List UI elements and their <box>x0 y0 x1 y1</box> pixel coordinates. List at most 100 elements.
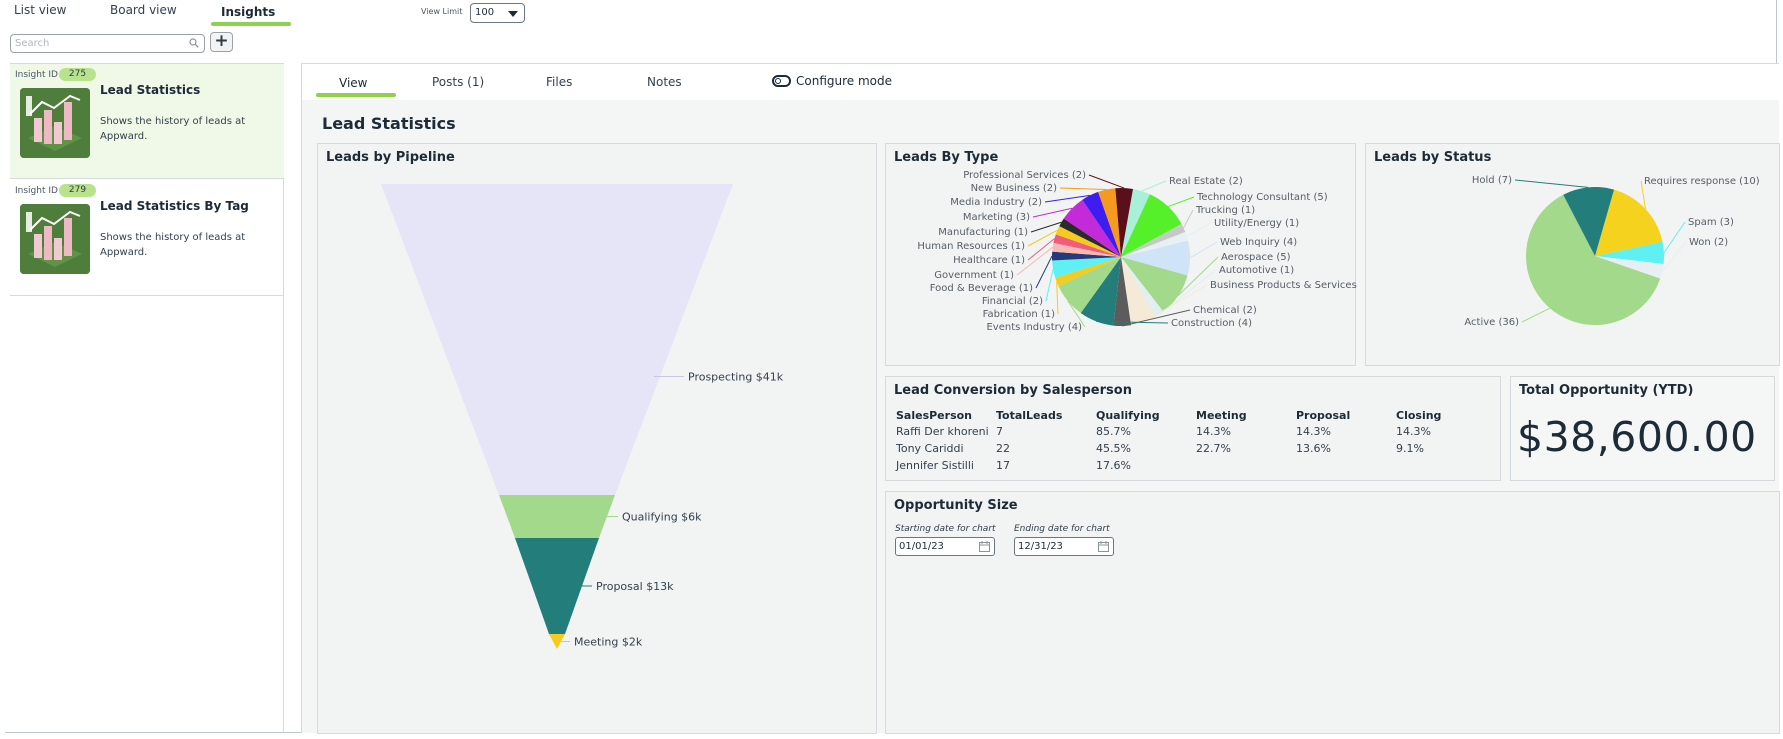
opportunity-size-panel: Opportunity Size Starting date for chart… <box>885 491 1780 734</box>
by-type-label: Events Industry (4) <box>986 322 1082 333</box>
funnel-segment <box>549 634 565 649</box>
by-type-label: Trucking (1) <box>1195 205 1255 216</box>
by-type-slice <box>1115 188 1133 257</box>
column-header: Closing <box>1396 408 1442 422</box>
table-cell: 14.3% <box>1396 425 1431 438</box>
by-type-leader-line <box>1030 221 1062 233</box>
by-type-panel: Leads By Type Real Estate (2) Technology … <box>885 143 1357 366</box>
add-button[interactable]: + <box>210 32 233 52</box>
by-type-slice <box>1121 257 1188 312</box>
list-item[interactable]: Insight ID 279 Lead Statistics By Tag Sh… <box>10 180 284 296</box>
pipeline-funnel-chart: Prospecting $41k Qualifying $6k Proposal $… <box>381 184 784 649</box>
search-input[interactable]: Search <box>10 34 205 53</box>
by-status-leader-line <box>1640 180 1646 210</box>
tab-notes[interactable]: Notes <box>647 75 682 89</box>
by-type-label: Utility/Energy (1) <box>1214 218 1299 229</box>
by-type-label: Human Resources (1) <box>917 241 1025 252</box>
by-status-slice <box>1563 187 1615 256</box>
funnel-segment <box>515 538 599 634</box>
by-status-slice <box>1526 194 1661 325</box>
tab-list-view[interactable]: List view <box>14 3 67 17</box>
funnel-segment <box>499 495 615 538</box>
funnel-label: Prospecting $41k <box>688 371 784 384</box>
insight-title: Lead Statistics By Tag <box>100 199 249 213</box>
start-date-label: Starting date for chart <box>895 524 996 534</box>
by-type-label: Financial (2) <box>982 296 1043 307</box>
total-opportunity-title: Total Opportunity (YTD) <box>1519 383 1694 398</box>
by-type-label: Media Industry (2) <box>950 197 1042 208</box>
start-date-value: 01/01/23 <box>899 541 944 552</box>
by-type-leader-line <box>1143 284 1208 323</box>
tab-view[interactable]: View <box>339 76 368 90</box>
start-date-input[interactable]: 01/01/23 <box>895 537 995 556</box>
column-header: TotalLeads <box>996 408 1063 422</box>
view-limit-select[interactable]: 100 <box>470 3 525 23</box>
by-type-label: Construction (4) <box>1171 318 1252 329</box>
column-header: SalesPerson <box>896 408 973 422</box>
by-type-slice <box>1052 251 1121 261</box>
pipeline-title: Leads by Pipeline <box>326 150 455 165</box>
by-status-slice <box>1595 189 1663 256</box>
by-type-label: Automotive (1) <box>1219 265 1294 276</box>
chart-thumbnail-icon <box>20 204 90 274</box>
by-type-title: Leads By Type <box>894 150 999 165</box>
by-type-slice <box>1055 226 1121 257</box>
by-type-slice <box>1121 257 1156 326</box>
by-type-slice <box>1082 191 1121 257</box>
by-type-label: Technology Consultant (5) <box>1196 192 1328 203</box>
list-item[interactable]: Insight ID 275 Lead Statistics Shows the… <box>10 63 284 179</box>
tab-posts[interactable]: Posts (1) <box>432 75 485 89</box>
table-cell: 9.1% <box>1396 442 1424 455</box>
configure-mode-label: Configure mode <box>796 74 893 88</box>
by-status-leader-line <box>1514 179 1589 188</box>
view-limit-value: 100 <box>475 7 495 18</box>
by-type-slice <box>1055 257 1121 287</box>
opportunity-size-title: Opportunity Size <box>894 498 1018 513</box>
table-cell: 85.7% <box>1096 425 1131 438</box>
table-cell: 22.7% <box>1196 442 1231 455</box>
insight-title: Lead Statistics <box>100 83 201 97</box>
by-type-label: Chemical (2) <box>1193 305 1257 316</box>
by-type-leader-line <box>1056 281 1059 315</box>
by-type-label: Real Estate (2) <box>1169 176 1243 187</box>
table-cell: 22 <box>996 442 1010 455</box>
by-type-slice <box>1058 257 1121 314</box>
by-type-leader-line <box>1059 187 1107 191</box>
insight-id-label: Insight ID <box>15 186 58 196</box>
by-type-slice <box>1053 234 1121 257</box>
total-opportunity-value: $38,600.00 <box>1517 413 1757 461</box>
table-cell <box>1296 457 1396 474</box>
table-cell: 14.3% <box>1196 425 1231 438</box>
tab-files[interactable]: Files <box>546 75 573 89</box>
table-cell: Tony Cariddi <box>896 442 964 455</box>
funnel-label: Proposal $13k <box>596 580 674 593</box>
tab-insights[interactable]: Insights <box>221 5 276 19</box>
configure-mode-toggle[interactable] <box>772 75 791 87</box>
view-limit-label: View Limit <box>421 7 463 16</box>
by-type-leader-line <box>1035 255 1053 289</box>
by-type-slice <box>1121 194 1182 257</box>
by-type-label: New Business (2) <box>971 183 1058 194</box>
search-icon <box>189 38 199 48</box>
by-type-leader-line <box>1016 246 1054 276</box>
end-date-input[interactable]: 12/31/23 <box>1014 537 1114 556</box>
table-cell: 45.5% <box>1096 442 1131 455</box>
by-type-label: Fabrication (1) <box>983 309 1055 320</box>
tab-board-view[interactable]: Board view <box>110 3 177 17</box>
calendar-icon[interactable] <box>979 541 990 552</box>
table-cell: 7 <box>996 425 1003 438</box>
tab-insights-underline <box>211 22 291 26</box>
by-type-leader-line <box>1027 229 1058 247</box>
funnel-segment <box>381 184 733 495</box>
insights-list: Insight ID 275 Lead Statistics Shows the… <box>10 63 284 733</box>
table-header-row: SalesPerson TotalLeads Qualifying Meetin… <box>896 407 1476 423</box>
app-frame: List view Board view Insights View Limit… <box>5 0 1780 734</box>
by-status-title: Leads by Status <box>1374 150 1492 165</box>
by-type-leader-line <box>1177 256 1219 296</box>
by-type-leader-line <box>1067 300 1086 328</box>
column-header: Qualifying <box>1096 408 1160 422</box>
by-type-slice <box>1052 257 1121 278</box>
toggle-knob <box>775 78 781 84</box>
calendar-icon[interactable] <box>1098 541 1109 552</box>
by-type-leader-line <box>1167 196 1195 208</box>
